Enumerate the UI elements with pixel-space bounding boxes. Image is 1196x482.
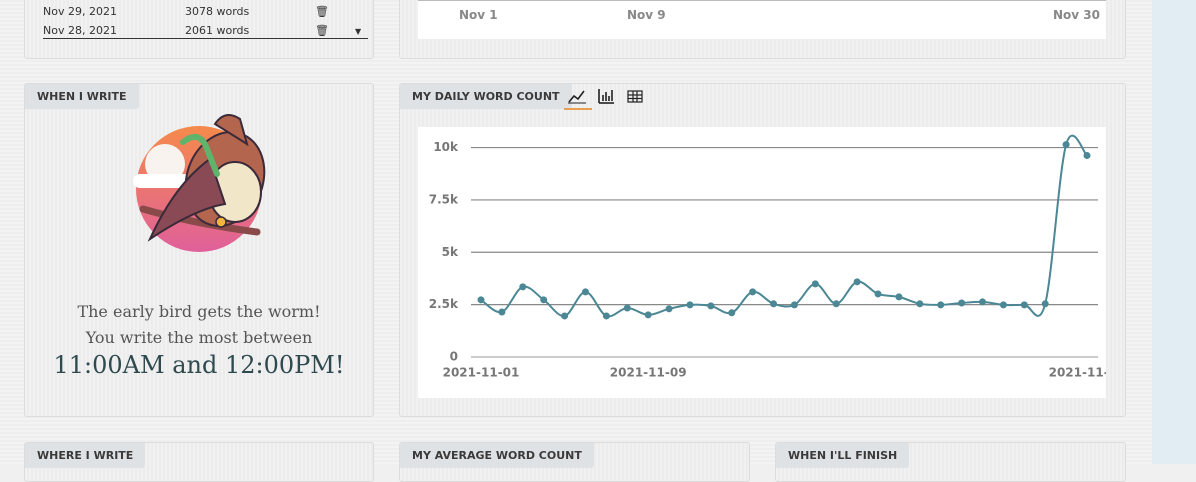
sidebar [1152,0,1196,464]
data-point [832,300,840,308]
data-point [561,312,569,320]
data-point [1062,141,1070,149]
average-card: MY AVERAGE WORD COUNT [399,442,750,482]
data-point [1041,300,1049,308]
y-tick-label: 0 [450,350,458,364]
x-tick-label: 2021-11-01 [443,366,520,380]
data-point [979,298,987,306]
data-point [853,278,861,286]
entries-card: Nov 29, 2021 3078 words 🗑 Nov 28, 2021 2061… [24,0,374,59]
card-title: WHEN I WRITE [25,84,139,109]
data-point [999,301,1007,309]
message-highlight: 11:00AM and 12:00PM! [53,351,345,379]
data-point [937,301,945,309]
daily-card: MY DAILY WORD COUNT 0 2.5k 5k 7.5k 10k 2021-1… [399,83,1126,417]
entry-words: 2061 words [185,24,250,37]
data-point [644,311,652,319]
delete-icon[interactable]: 🗑 [315,24,329,37]
entry-date: Nov 28, 2021 [43,24,117,37]
data-point [728,309,736,317]
line-view-button[interactable] [564,90,592,110]
axis-line [418,0,1106,1]
x-tick-label: 2021-11-09 [610,366,687,380]
message-line: You write the most between [85,328,313,347]
x-tick-label: 2021-11-30 [1049,366,1106,380]
where-card: WHERE I WRITE [24,442,374,482]
data-point [477,296,485,304]
bird-illustration [133,114,266,252]
data-point [707,302,715,310]
data-point [519,283,527,291]
y-tick-label: 2.5k [429,297,459,311]
card-title: WHEN I'LL FINISH [776,443,910,468]
entry-row: Nov 28, 2021 2061 words 🗑 ▼ [43,24,368,39]
card-title: WHERE I WRITE [25,443,146,468]
data-point [686,301,694,309]
entry-date: Nov 29, 2021 [43,5,117,18]
data-point [874,290,882,298]
card-title: MY DAILY WORD COUNT [400,84,572,109]
y-tick-label: 10k [433,140,459,154]
data-point [1020,301,1028,309]
axis-label: Nov 9 [627,8,666,22]
data-point [895,293,903,301]
delete-icon[interactable]: 🗑 [315,5,329,18]
data-point [749,288,757,296]
data-point [602,312,610,320]
data-point [790,301,798,309]
data-point [581,288,589,296]
data-line [480,134,1088,318]
data-point [540,296,548,304]
data-point [770,300,778,308]
entry-words: 3078 words [185,5,250,18]
card-title: MY AVERAGE WORD COUNT [400,443,594,468]
data-point [1083,152,1091,160]
dropdown-arrow[interactable]: ▼ [355,27,362,36]
message-line: The early bird gets the worm! [77,302,321,321]
daily-chart: 0 2.5k 5k 7.5k 10k 2021-11-01 2021-11-09 2021-1… [418,127,1106,398]
finish-card: WHEN I'LL FINISH [775,442,1126,482]
data-point [811,280,819,288]
when-card: WHEN I WRITE The early bird gets the wor… [24,83,374,417]
data-point [623,304,631,312]
y-tick-label: 7.5k [429,192,459,206]
data-point [958,299,966,307]
data-point [498,308,506,316]
table-view-button[interactable] [627,90,643,103]
view-toggles [564,89,643,110]
top-chart-card: Nov 1 Nov 9 Nov 30 [399,0,1126,59]
entry-row: Nov 29, 2021 3078 words 🗑 [43,5,373,18]
bar-view-button[interactable] [598,89,614,104]
top-chart-area: Nov 1 Nov 9 Nov 30 [418,0,1106,39]
y-tick-label: 5k [442,245,459,259]
axis-label: Nov 30 [1053,8,1100,22]
data-point [916,300,924,308]
axis-label: Nov 1 [459,8,498,22]
data-point [665,305,673,313]
